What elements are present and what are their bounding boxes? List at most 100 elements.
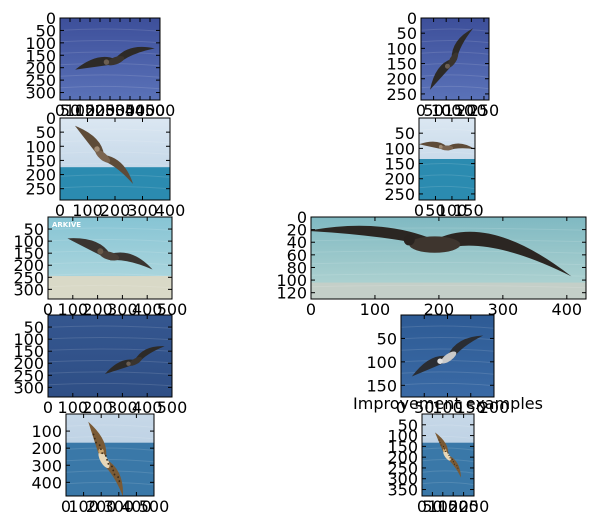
bird-icon bbox=[88, 421, 123, 496]
x-tick-label: 50 bbox=[422, 497, 442, 516]
x-tick-label: 200 bbox=[86, 497, 117, 516]
wave bbox=[422, 481, 474, 486]
x-tick-label: 300 bbox=[105, 101, 136, 120]
x-tick-label: 0 bbox=[43, 300, 53, 319]
watermark-logo: ARKIVE bbox=[52, 221, 81, 229]
wave bbox=[419, 162, 475, 167]
speckle bbox=[438, 439, 440, 441]
figure-caption: Improvement examples bbox=[353, 394, 543, 413]
wave bbox=[48, 382, 172, 387]
speckle bbox=[113, 473, 116, 476]
photo-image bbox=[311, 217, 586, 299]
y-tick-label: 100 bbox=[366, 353, 397, 372]
photo-image bbox=[419, 118, 475, 200]
y-tick-label: 300 bbox=[13, 378, 44, 397]
wave bbox=[60, 139, 170, 144]
y-tick-label: 200 bbox=[13, 256, 44, 275]
bird-icon bbox=[311, 225, 572, 277]
x-tick-label: 0 bbox=[55, 101, 65, 120]
x-tick-label: 100 bbox=[72, 201, 103, 220]
speckle bbox=[453, 463, 456, 465]
speckle bbox=[107, 462, 110, 465]
speckle bbox=[100, 448, 102, 451]
x-tick-label: 250 bbox=[95, 101, 126, 120]
photo-sea bbox=[60, 167, 170, 200]
x-tick-label: 300 bbox=[107, 398, 138, 417]
bird-icon bbox=[75, 46, 155, 70]
x-tick-label: 200 bbox=[82, 300, 113, 319]
wave bbox=[401, 382, 494, 387]
speckle bbox=[448, 454, 450, 456]
y-tick-label: 100 bbox=[31, 422, 62, 441]
x-tick-label: 150 bbox=[438, 497, 469, 516]
y-tick-label: 150 bbox=[384, 155, 415, 174]
x-tick-label: 500 bbox=[157, 398, 188, 417]
x-tick-label: 250 bbox=[469, 101, 500, 120]
y-tick-label: 0 bbox=[46, 9, 56, 28]
x-tick-label: 0 bbox=[43, 398, 53, 417]
photo-sea bbox=[48, 276, 172, 299]
y-tick-label: 50 bbox=[397, 24, 417, 43]
x-tick-label: 500 bbox=[157, 300, 188, 319]
x-tick-label: 250 bbox=[459, 497, 490, 516]
y-tick-label: 50 bbox=[36, 21, 56, 40]
wave bbox=[401, 371, 494, 375]
photo-image bbox=[60, 118, 170, 200]
x-tick-label: 0 bbox=[414, 201, 424, 220]
wave bbox=[66, 481, 154, 486]
wave bbox=[66, 436, 154, 440]
bird-body bbox=[447, 52, 459, 68]
y-tick-label: 200 bbox=[13, 354, 44, 373]
bird-icon bbox=[434, 432, 462, 478]
photo-image bbox=[66, 414, 154, 496]
wave bbox=[421, 28, 489, 32]
x-tick-label: 500 bbox=[139, 497, 170, 516]
x-tick-label: 0 bbox=[396, 398, 406, 417]
y-tick-label: 100 bbox=[384, 139, 415, 158]
y-tick-label: 100 bbox=[276, 271, 307, 290]
y-tick-label: 50 bbox=[36, 123, 56, 142]
bird-wing bbox=[311, 225, 572, 277]
wave bbox=[48, 336, 172, 341]
bird-body bbox=[440, 351, 457, 364]
x-tick-label: 300 bbox=[107, 300, 138, 319]
bird-head bbox=[97, 248, 104, 255]
y-tick-label: 20 bbox=[287, 221, 307, 240]
x-tick-label: 100 bbox=[428, 497, 459, 516]
bird-body bbox=[409, 236, 461, 253]
wave bbox=[48, 273, 172, 277]
y-tick-label: 100 bbox=[387, 427, 418, 446]
x-tick-label: 0 bbox=[417, 497, 427, 516]
speckle bbox=[439, 442, 441, 444]
wave bbox=[401, 348, 494, 352]
y-tick-label: 50 bbox=[377, 329, 397, 348]
y-tick-label: 60 bbox=[287, 246, 307, 265]
wave bbox=[311, 284, 586, 289]
wave bbox=[419, 174, 475, 178]
y-tick-label: 150 bbox=[386, 55, 417, 74]
speckle bbox=[92, 433, 95, 436]
wave bbox=[422, 447, 474, 451]
wave bbox=[60, 185, 170, 190]
x-tick-label: 300 bbox=[104, 497, 135, 516]
wave bbox=[422, 436, 474, 440]
y-tick-label: 300 bbox=[13, 280, 44, 299]
x-tick-label: 100 bbox=[58, 300, 89, 319]
x-tick-label: 400 bbox=[125, 101, 156, 120]
bird-icon bbox=[419, 141, 475, 151]
y-tick-label: 250 bbox=[25, 180, 56, 199]
speckle bbox=[106, 458, 108, 461]
x-tick-label: 100 bbox=[360, 300, 391, 319]
y-tick-label: 100 bbox=[386, 39, 417, 58]
axes-frame bbox=[65, 413, 155, 497]
y-tick-label: 150 bbox=[366, 376, 397, 395]
bird-icon bbox=[104, 346, 165, 374]
speckle bbox=[442, 445, 445, 448]
axes-frame bbox=[421, 413, 475, 497]
